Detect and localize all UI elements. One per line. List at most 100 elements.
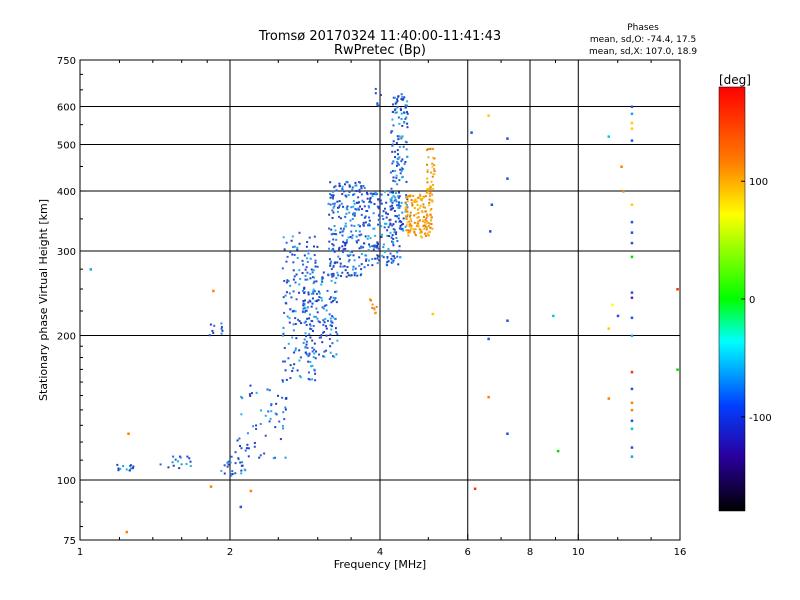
echo-point [89, 268, 93, 271]
echo-point [397, 204, 400, 207]
echo-point [178, 467, 181, 470]
echo-point [392, 140, 395, 143]
echo-point [328, 213, 331, 216]
echo-point [386, 261, 389, 264]
echo-point [386, 213, 389, 216]
echo-point [416, 204, 419, 207]
echo-point [324, 317, 327, 320]
echo-point [396, 160, 399, 163]
echo-point [357, 181, 360, 184]
echo-point [372, 227, 375, 230]
echo-point [311, 378, 314, 381]
echo-point [347, 236, 350, 239]
echo-point [391, 143, 394, 146]
echo-point [275, 413, 278, 416]
echo-point [378, 205, 381, 208]
echo-point [367, 224, 370, 227]
echo-point [397, 196, 400, 199]
echo-point [630, 203, 634, 206]
echo-point [374, 92, 377, 95]
echo-point [376, 205, 379, 208]
echo-point [312, 292, 315, 295]
echo-point [312, 269, 315, 272]
echo-point [305, 245, 308, 248]
echo-point [369, 200, 372, 203]
echo-point [353, 193, 356, 196]
echo-point [255, 391, 258, 394]
echo-point [360, 252, 363, 255]
echo-point [421, 220, 424, 223]
echo-point [391, 255, 394, 258]
echo-point [422, 196, 425, 199]
echo-point [292, 269, 295, 272]
echo-point [387, 260, 390, 263]
echo-point [377, 255, 380, 258]
echo-point [616, 314, 620, 318]
echo-point [630, 334, 634, 338]
echo-point [406, 112, 409, 115]
echo-point [240, 472, 243, 475]
echo-point [344, 225, 347, 228]
echo-point [306, 306, 309, 309]
echo-point [302, 299, 305, 302]
echo-point [409, 222, 412, 225]
echo-point [240, 413, 243, 416]
echo-point [382, 246, 385, 249]
echo-point [331, 315, 334, 318]
echo-point [290, 296, 293, 299]
echo-point [241, 397, 244, 400]
echo-point [402, 145, 405, 148]
echo-point [313, 315, 316, 318]
echo-point [405, 116, 408, 119]
echo-point [414, 228, 417, 231]
echo-point [295, 298, 298, 301]
echo-point [376, 257, 379, 260]
echo-point [430, 187, 433, 190]
echo-point [248, 393, 251, 396]
echo-point [405, 148, 408, 151]
echo-point [298, 231, 301, 234]
echo-point [406, 198, 409, 201]
echo-point [313, 235, 316, 238]
echo-point [284, 360, 287, 363]
echo-point [417, 223, 420, 226]
echo-point [292, 367, 295, 370]
echo-point [402, 229, 405, 232]
echo-point [357, 239, 360, 242]
echo-point [294, 281, 297, 284]
echo-point [389, 222, 392, 225]
echo-point [336, 210, 339, 213]
echo-point [390, 130, 393, 133]
echo-point [230, 455, 233, 458]
echo-point [393, 257, 396, 260]
echo-point [419, 219, 422, 222]
echo-point [323, 350, 326, 353]
echo-point [255, 427, 258, 430]
echo-point [329, 196, 332, 199]
echo-point [487, 114, 490, 117]
echo-point [211, 329, 214, 332]
echo-point [413, 230, 416, 233]
echo-point [422, 203, 425, 206]
echo-point [322, 355, 325, 358]
echo-point [117, 467, 120, 470]
chart-subtitle: RwPretec (Bp) [334, 43, 426, 58]
echo-point [630, 139, 634, 142]
echo-point [401, 227, 404, 230]
echo-point [331, 247, 334, 250]
echo-point [305, 353, 308, 356]
echo-point [408, 225, 411, 228]
echo-point [252, 425, 255, 428]
echo-point [423, 227, 426, 230]
echo-point [294, 323, 297, 326]
echo-point [231, 470, 234, 473]
colorbar-tick-label: 100 [749, 177, 768, 188]
echo-point [306, 241, 309, 244]
echo-point [281, 380, 284, 383]
echo-point [302, 302, 305, 305]
echo-point [315, 292, 318, 295]
echo-point [368, 216, 371, 219]
echo-point [309, 257, 312, 260]
echo-point [387, 193, 390, 196]
echo-point [253, 445, 256, 448]
